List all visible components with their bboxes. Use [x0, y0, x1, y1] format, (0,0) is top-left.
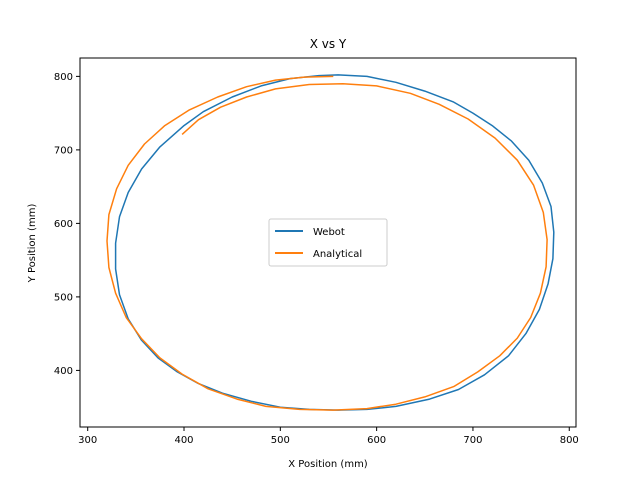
x-tick-label: 600: [367, 435, 386, 446]
x-tick-label: 400: [174, 435, 193, 446]
x-axis-ticks: 300 400 500 600 700 800: [78, 427, 579, 446]
y-axis-ticks: 400 500 600 700 800: [54, 72, 80, 377]
series-line-analytical: [106, 75, 548, 411]
x-tick-label: 500: [271, 435, 290, 446]
y-tick-label: 400: [54, 366, 73, 377]
plot-frame: [79, 57, 577, 428]
series-line-webot: [114, 74, 555, 411]
chart-title: X vs Y: [310, 37, 347, 51]
legend: Webot Analytical: [268, 218, 388, 267]
legend-label-analytical: Analytical: [313, 249, 362, 260]
y-tick-label: 500: [54, 292, 73, 303]
x-tick-label: 300: [78, 435, 97, 446]
y-tick-label: 700: [54, 145, 73, 156]
y-tick-label: 800: [54, 72, 73, 83]
legend-label-webot: Webot: [313, 227, 345, 238]
x-axis-label: X Position (mm): [288, 459, 368, 470]
x-tick-label: 800: [560, 435, 579, 446]
y-tick-label: 600: [54, 219, 73, 230]
y-axis-label: Y Position (mm): [27, 204, 38, 284]
plot-lines: [106, 74, 555, 411]
x-tick-label: 700: [463, 435, 482, 446]
